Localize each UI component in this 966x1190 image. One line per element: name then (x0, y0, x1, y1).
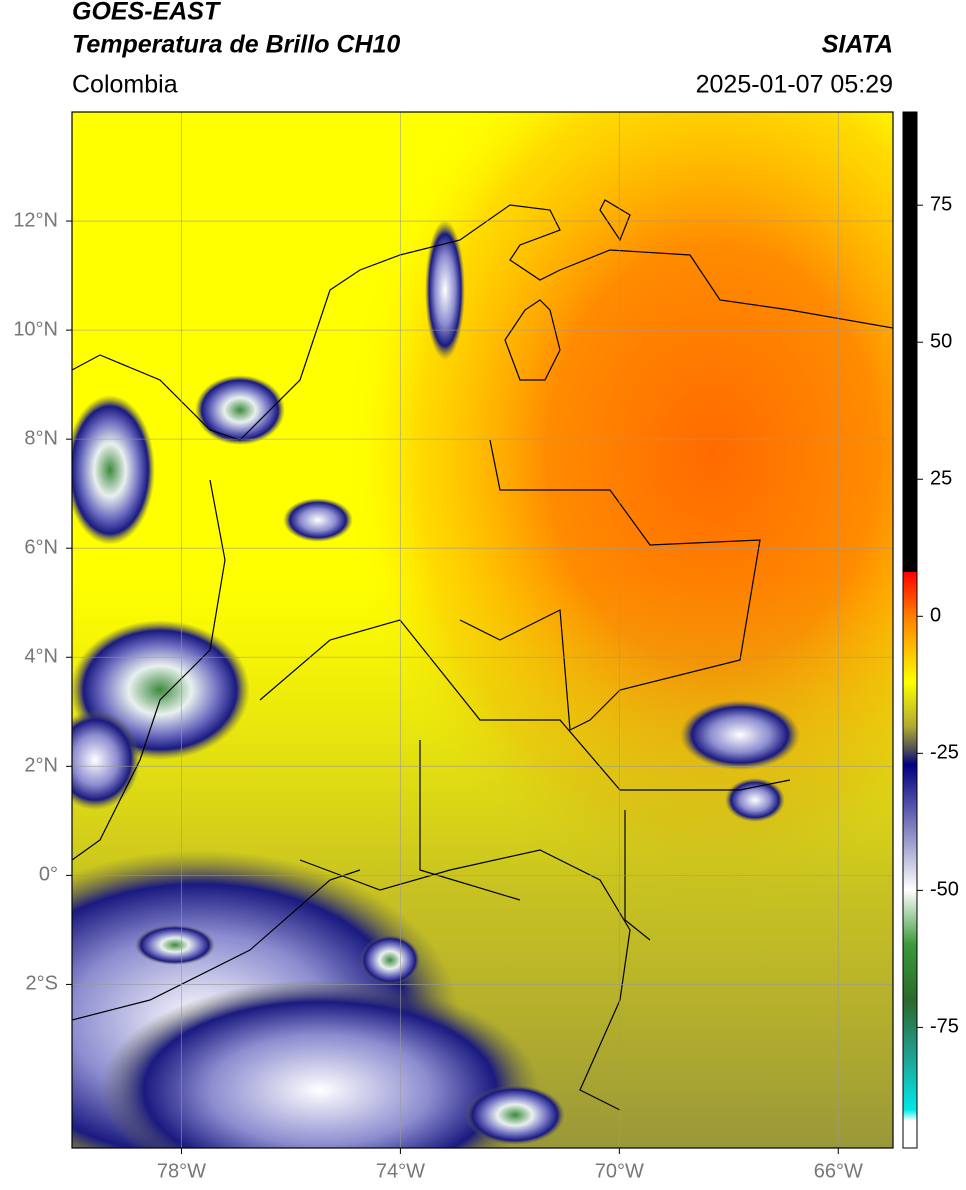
graticule (72, 112, 893, 1148)
colorbar-tick-label: 50 (930, 331, 952, 353)
satellite-image (72, 112, 893, 1148)
datetime: 2025-01-07 05:29 (696, 71, 893, 99)
satellite: GOES-EAST (72, 0, 222, 26)
region: Colombia (72, 71, 178, 99)
source: SIATA (822, 31, 893, 59)
colorbar-tick-label: -50 (930, 879, 959, 901)
x-tick-label: 74°W (376, 1160, 425, 1182)
y-tick-label: 2°N (24, 755, 58, 777)
product: Temperatura de Brillo CH10 (72, 31, 400, 59)
map-frame (71, 111, 894, 1149)
x-tick-label: 66°W (814, 1160, 863, 1182)
y-tick-label: 10°N (13, 318, 58, 340)
colorbar (902, 111, 918, 1149)
y-tick-label: 8°N (24, 427, 58, 449)
colorbar-tick-label: 25 (930, 468, 952, 490)
y-tick-label: 2°S (26, 973, 58, 995)
colorbar-tick-label: 0 (930, 605, 941, 627)
y-tick-label: 4°N (24, 646, 58, 668)
y-tick-label: 12°N (13, 209, 58, 231)
x-tick-label: 70°W (595, 1160, 644, 1182)
colorbar-tick-label: -75 (930, 1016, 959, 1038)
colorbar-tick-label: 75 (930, 193, 952, 215)
x-tick-label: 78°W (157, 1160, 206, 1182)
colorbar-tick-label: -25 (930, 742, 959, 764)
y-tick-label: 6°N (24, 536, 58, 558)
y-tick-label: 0° (39, 864, 58, 886)
